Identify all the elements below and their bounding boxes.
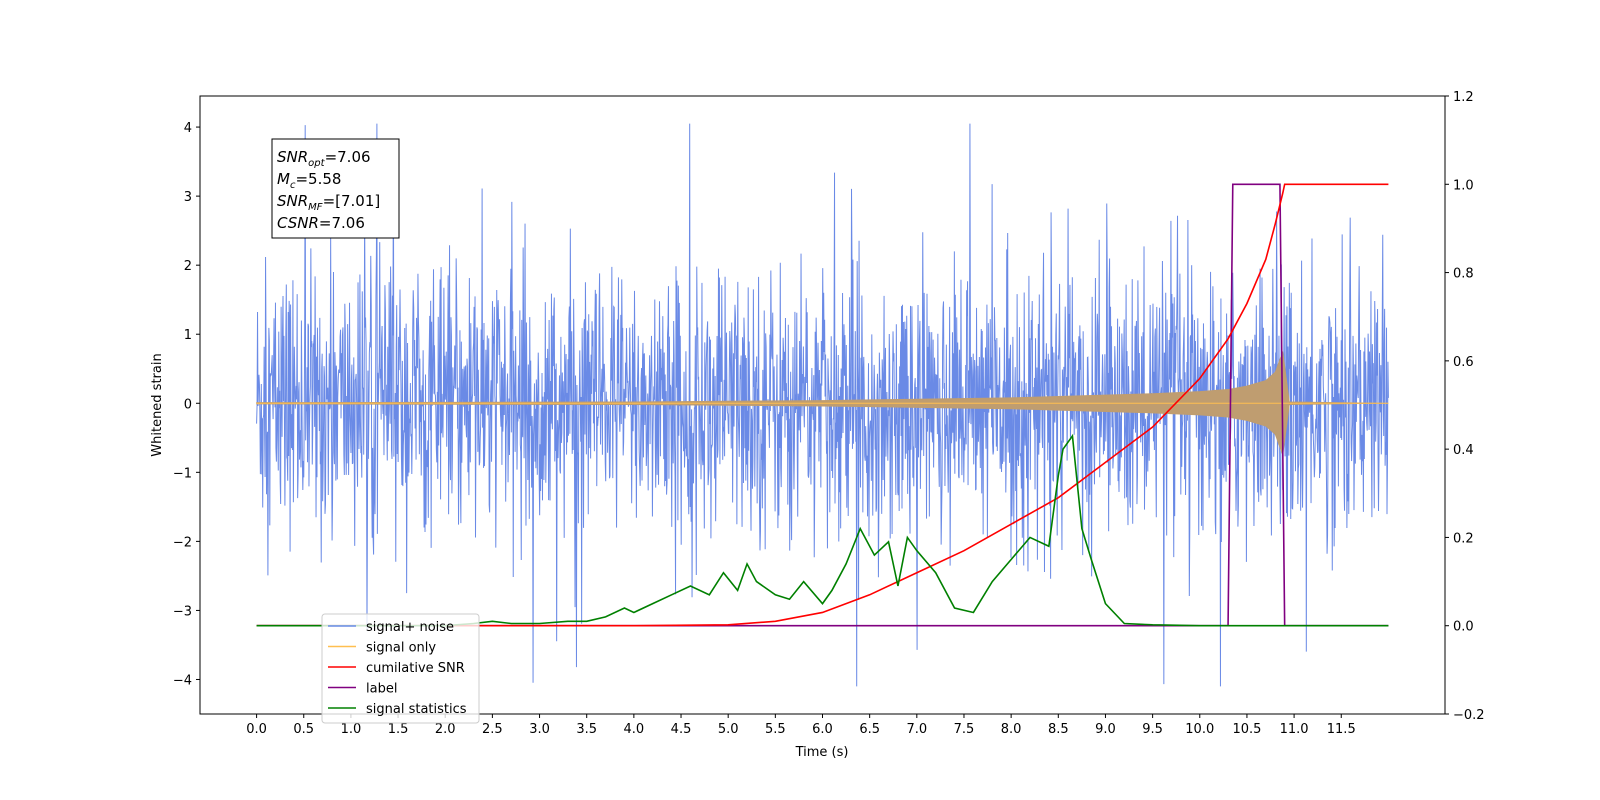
series-line-cumilative-snr	[256, 183, 1389, 627]
x-tick-label: 7.0	[906, 722, 927, 737]
x-tick-label: 1.0	[341, 722, 362, 737]
x-tick-label: 9.0	[1095, 722, 1116, 737]
y2-tick-label: 0.4	[1453, 443, 1474, 458]
y-tick-label: 1	[184, 328, 192, 343]
x-tick-label: 7.5	[954, 722, 975, 737]
x-tick-label: 11.0	[1280, 722, 1309, 737]
legend-label: signal only	[366, 641, 436, 656]
x-tick-label: 10.0	[1185, 722, 1214, 737]
stats-line: CSNR=7.06	[277, 214, 365, 232]
legend-label: label	[366, 682, 397, 697]
x-tick-label: 5.0	[718, 722, 739, 737]
y-axis-left: 4 3 2 1 0 −1 −2 −3 −4	[173, 121, 200, 688]
plot-area	[256, 123, 1389, 687]
stats-line: SNRMF=[7.01]	[277, 192, 380, 213]
x-tick-label: 8.5	[1048, 722, 1069, 737]
y-tick-label: 0	[184, 397, 192, 412]
x-tick-label: 2.0	[435, 722, 456, 737]
legend-frame	[321, 613, 480, 724]
x-tick-label: 11.5	[1327, 722, 1356, 737]
x-tick-label: 5.5	[765, 722, 786, 737]
signal-only-series	[256, 351, 1389, 456]
series-line-signal-statistics	[256, 433, 1389, 627]
signal-noise-series	[256, 123, 1389, 687]
y-axis-label: Whitened strain	[150, 353, 165, 456]
x-axis-label: Time (s)	[795, 745, 849, 760]
signal-noise-line	[256, 123, 1389, 687]
y2-tick-label: 0.6	[1453, 355, 1474, 370]
y-tick-label: 2	[184, 259, 192, 274]
x-tick-label: 4.0	[624, 722, 645, 737]
legend: signal+ noise signal only cumilative SNR la…	[321, 613, 480, 724]
legend-label: signal statistics	[366, 702, 467, 717]
y-tick-label: −4	[173, 673, 192, 688]
stats-line: SNRopt=7.06	[277, 148, 371, 169]
x-tick-label: 2.5	[482, 722, 503, 737]
y2-tick-label: −0.2	[1453, 708, 1485, 723]
y-tick-label: 3	[184, 190, 192, 205]
legend-label: signal+ noise	[366, 620, 454, 635]
x-tick-label: 9.5	[1142, 722, 1163, 737]
y2-tick-label: 0.8	[1453, 267, 1474, 282]
overlay-series	[256, 183, 1389, 627]
y-tick-label: 4	[184, 121, 192, 136]
x-tick-label: 4.5	[671, 722, 692, 737]
stats-box-frame	[271, 138, 400, 239]
x-tick-label: 6.5	[859, 722, 880, 737]
legend-label: cumilative SNR	[366, 661, 465, 676]
x-tick-label: 3.5	[576, 722, 597, 737]
x-tick-label: 1.5	[388, 722, 409, 737]
x-tick-label: 8.0	[1001, 722, 1022, 737]
y2-tick-label: 0.2	[1453, 531, 1474, 546]
x-tick-label: 6.0	[812, 722, 833, 737]
x-tick-label: 0.5	[293, 722, 314, 737]
x-axis: 0.0 0.5 1.0 1.5 2.0 2.5 3.0 3.5 4.0 4.5 5.0 5.5 6.0 6…	[246, 714, 1356, 737]
y-axis-right: 1.2 1.0 0.8 0.6 0.4 0.2 0.0 −0.2	[1445, 90, 1485, 723]
x-tick-label: 10.5	[1232, 722, 1261, 737]
x-tick-label: 0.0	[246, 722, 267, 737]
y2-tick-label: 1.2	[1453, 90, 1474, 105]
x-tick-label: 3.0	[529, 722, 550, 737]
y-tick-label: −2	[173, 535, 192, 550]
y-tick-label: −3	[173, 604, 192, 619]
y2-tick-label: 1.0	[1453, 178, 1474, 193]
y2-tick-label: 0.0	[1453, 620, 1474, 635]
y-tick-label: −1	[173, 466, 192, 481]
stats-line: Mc=5.58	[277, 170, 341, 191]
